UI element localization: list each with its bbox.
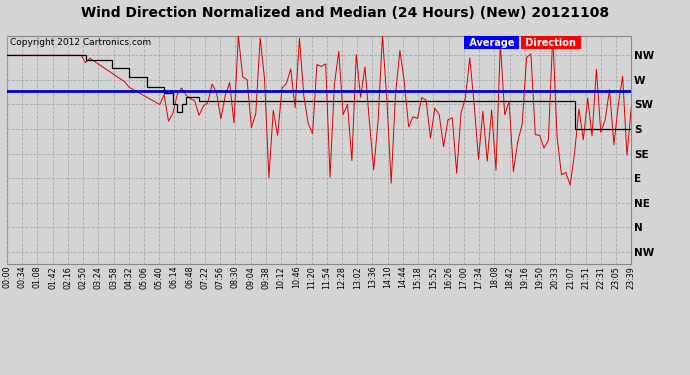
Text: Wind Direction Normalized and Median (24 Hours) (New) 20121108: Wind Direction Normalized and Median (24… [81, 6, 609, 20]
Text: Copyright 2012 Cartronics.com: Copyright 2012 Cartronics.com [10, 38, 151, 47]
Text: Direction: Direction [522, 38, 580, 48]
Text: Average: Average [466, 38, 518, 48]
